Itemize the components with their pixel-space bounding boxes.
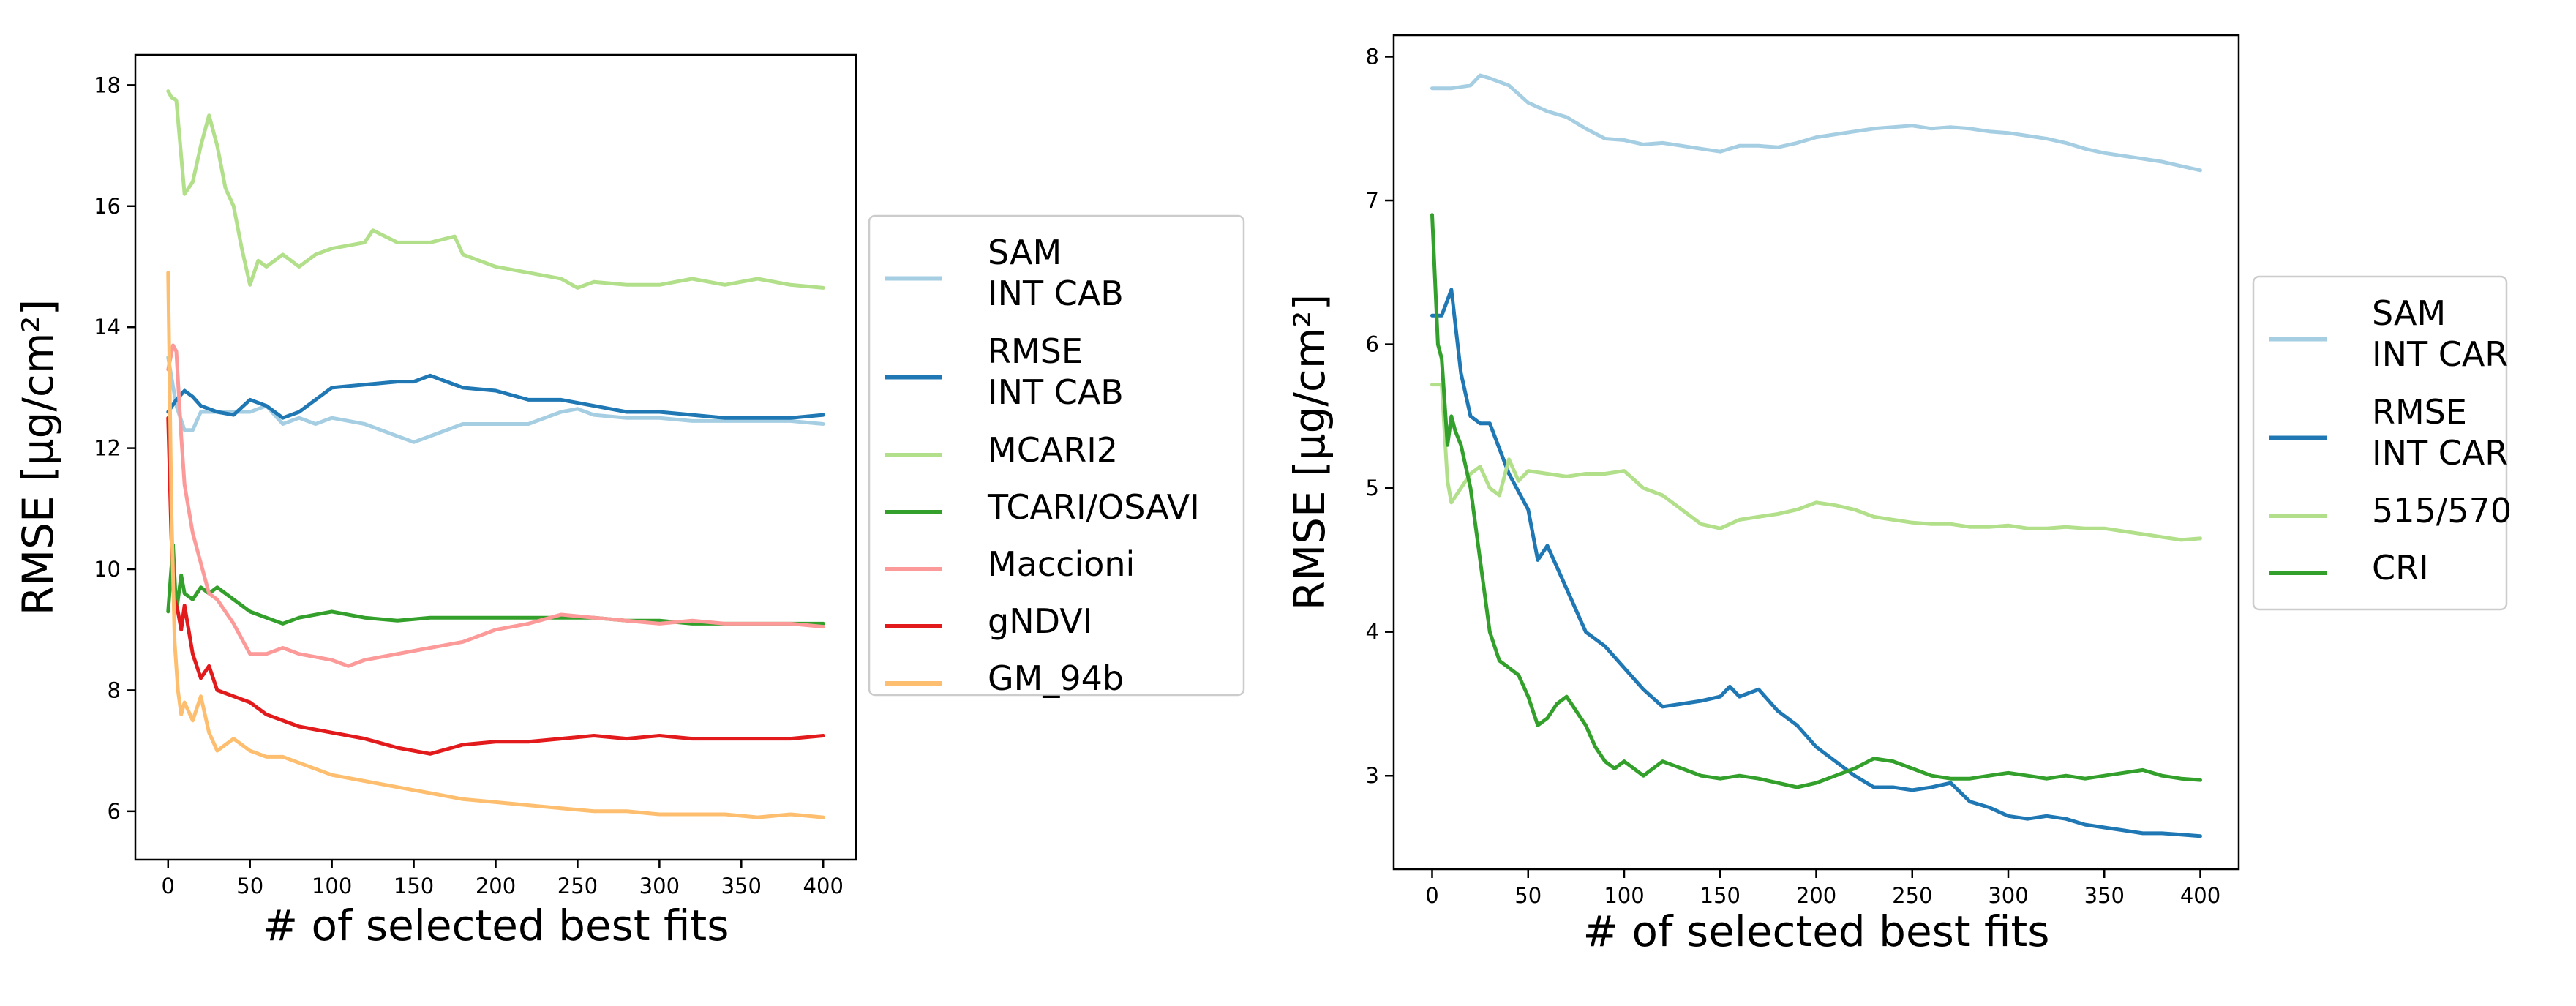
legend-label-gm-94b: GM_94b xyxy=(988,658,1124,698)
y-tick-label: 12 xyxy=(94,436,121,461)
y-tick-label: 4 xyxy=(1366,620,1379,645)
series-line-mcari2 xyxy=(166,89,825,290)
series-line-cri xyxy=(1430,213,2202,789)
x-tick-label: 150 xyxy=(394,874,434,898)
x-tick-label: 200 xyxy=(476,874,516,898)
x-tick-label: 400 xyxy=(2180,883,2220,908)
x-tick-label: 150 xyxy=(1700,883,1741,908)
series-line-515-570 xyxy=(1430,383,2202,542)
x-tick-label: 200 xyxy=(1796,883,1836,908)
series-line-rmse-int-car xyxy=(1430,288,2202,838)
right-chart: 0 50 100 150 200 250 300 350 400 3 4 5 6 7 8 # of selec… xyxy=(1285,34,2512,956)
series-lines xyxy=(1430,73,2202,838)
series-line-tcari-osavi xyxy=(166,543,825,626)
legend-label-tcari-osavi: TCARI/OSAVI xyxy=(987,487,1200,527)
y-axis-label: RMSE [μg/cm²] xyxy=(13,299,63,615)
x-tick-label: 250 xyxy=(1892,883,1932,908)
plot-frame xyxy=(1392,34,2240,871)
y-tick-label: 5 xyxy=(1366,476,1379,500)
x-axis-label: # of selected best fits xyxy=(1582,906,2049,956)
legend-label-maccioni: Maccioni xyxy=(988,544,1135,584)
legend-box xyxy=(868,214,1245,697)
series-line-sam-int-cab xyxy=(166,356,825,444)
x-tick-label: 50 xyxy=(1514,883,1542,908)
y-tick-label: 8 xyxy=(108,677,121,702)
legend-label-rmse-int-cab: RMSE INT CAB xyxy=(988,331,1124,412)
legend-label-gndvi: gNDVI xyxy=(988,601,1092,641)
x-tick-label: 100 xyxy=(312,874,352,898)
x-tick-label: 400 xyxy=(803,874,844,898)
x-tick-label: 100 xyxy=(1604,883,1644,908)
y-tick-label: 14 xyxy=(94,315,121,339)
series-line-sam-int-car xyxy=(1430,73,2202,173)
y-tick-label: 7 xyxy=(1366,188,1379,213)
x-tick-label: 0 xyxy=(162,874,175,898)
series-line-rmse-int-cab xyxy=(166,373,825,420)
x-tick-label: 350 xyxy=(721,874,762,898)
y-tick-label: 8 xyxy=(1366,44,1379,69)
series-line-gndvi xyxy=(166,416,825,756)
legend-label-515-570: 515/570 xyxy=(2372,491,2512,530)
x-tick-label: 300 xyxy=(1988,883,2028,908)
legend-label-sam-int-cab: SAM INT CAB xyxy=(988,233,1124,313)
legend-label-mcari2: MCARI2 xyxy=(988,430,1118,470)
y-axis-label: RMSE [μg/cm²] xyxy=(1285,294,1334,610)
x-tick-label: 50 xyxy=(236,874,263,898)
y-tick-label: 18 xyxy=(94,72,121,97)
legend: SAM INT CAR RMSE INT CAR 515/570 CRI xyxy=(2252,275,2512,611)
series-line-maccioni xyxy=(166,343,825,668)
y-tick-label: 3 xyxy=(1366,763,1379,788)
legend-label-sam-int-car: SAM INT CAR xyxy=(2372,293,2508,374)
legend-label-rmse-int-car: RMSE INT CAR xyxy=(2372,392,2508,473)
y-tick-label: 10 xyxy=(94,557,121,582)
series-lines xyxy=(166,89,825,819)
x-tick-label: 250 xyxy=(557,874,598,898)
y-tick-label: 6 xyxy=(108,799,121,824)
left-chart: 0 50 100 150 200 250 300 350 400 6 8 10 12 14 16 18 # of… xyxy=(13,53,1245,950)
x-tick-label: 0 xyxy=(1425,883,1438,908)
y-tick-label: 6 xyxy=(1366,332,1379,357)
series-line-gm-94b xyxy=(166,271,825,819)
x-axis-label: # of selected best fits xyxy=(262,901,729,950)
legend-box xyxy=(2252,275,2508,611)
x-tick-label: 300 xyxy=(639,874,680,898)
legend: SAM INT CAB RMSE INT CAB MCARI2 TCARI/OSAVI Ma… xyxy=(868,214,1245,698)
legend-label-cri: CRI xyxy=(2372,548,2429,588)
x-tick-label: 350 xyxy=(2084,883,2125,908)
y-tick-label: 16 xyxy=(94,194,121,219)
